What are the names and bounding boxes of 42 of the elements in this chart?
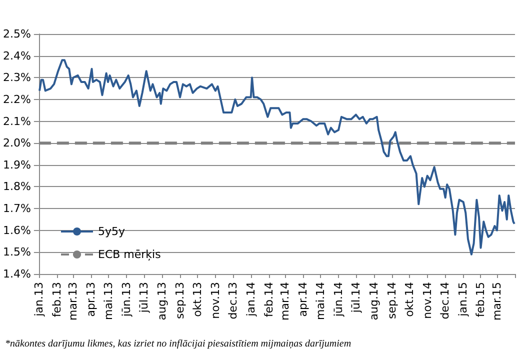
x-tick-label: jan.13 [32, 282, 46, 318]
y-tick-label: 1.8% [2, 180, 31, 194]
x-tick-label: mai.14 [314, 282, 328, 320]
y-tick-label: 1.9% [2, 158, 31, 172]
y-tick-label: 2.4% [2, 49, 31, 62]
x-tick-label: mar.14 [278, 282, 292, 320]
x-tick-label: feb.15 [474, 282, 488, 318]
x-tick-label: jan.15 [456, 282, 470, 318]
y-tick-label: 1.7% [2, 202, 31, 216]
x-tick-label: jan.14 [244, 282, 258, 318]
legend-label: ECB mērķis [98, 248, 162, 261]
x-tick-label: nov.13 [208, 282, 222, 319]
y-tick-label: 1.5% [2, 246, 31, 259]
x-tick-label: dec.13 [226, 282, 240, 320]
legend-label: 5y5y [98, 225, 126, 238]
x-tick-label: dec.14 [438, 282, 452, 320]
x-tick-label: mar.15 [490, 282, 504, 320]
y-tick-label: 2.1% [2, 114, 31, 128]
x-tick-label: jūn.14 [332, 282, 346, 318]
x-tick-label: apr.13 [84, 282, 98, 317]
y-tick-label: 2.3% [2, 71, 31, 84]
x-tick-label: nov.14 [420, 282, 434, 319]
x-tick-label: feb.13 [50, 282, 64, 318]
y-tick-label: 1.4% [2, 268, 31, 280]
x-tick-label: feb.14 [262, 282, 276, 318]
y-tick-label: 2.5% [2, 28, 31, 40]
x-tick-label: jūl.14 [349, 282, 362, 314]
x-tick-label: aug.14 [367, 282, 380, 320]
y-tick-label: 2.0% [2, 136, 31, 150]
text: *nākontes darījumu likmes, kas izriet no inflācijai piesaistītiem mijmaiņas darījumiem [5, 338, 352, 350]
x-tick-label: mai.13 [102, 282, 116, 320]
y-tick-label: 1.6% [2, 224, 31, 237]
x-tick-label: mar.13 [66, 282, 80, 320]
y-tick-label: 2.2% [2, 92, 31, 106]
x-tick-label: sep.14 [385, 282, 398, 319]
x-tick-label: jūl.13 [138, 282, 151, 314]
x-tick-label: jūn.13 [120, 282, 134, 318]
x-tick-label: sep.13 [174, 282, 187, 319]
x-tick-label: apr.14 [296, 282, 310, 317]
x-tick-label: aug.13 [156, 282, 169, 320]
x-tick-label: okt.13 [190, 282, 204, 317]
x-tick-label: okt.14 [402, 282, 416, 317]
